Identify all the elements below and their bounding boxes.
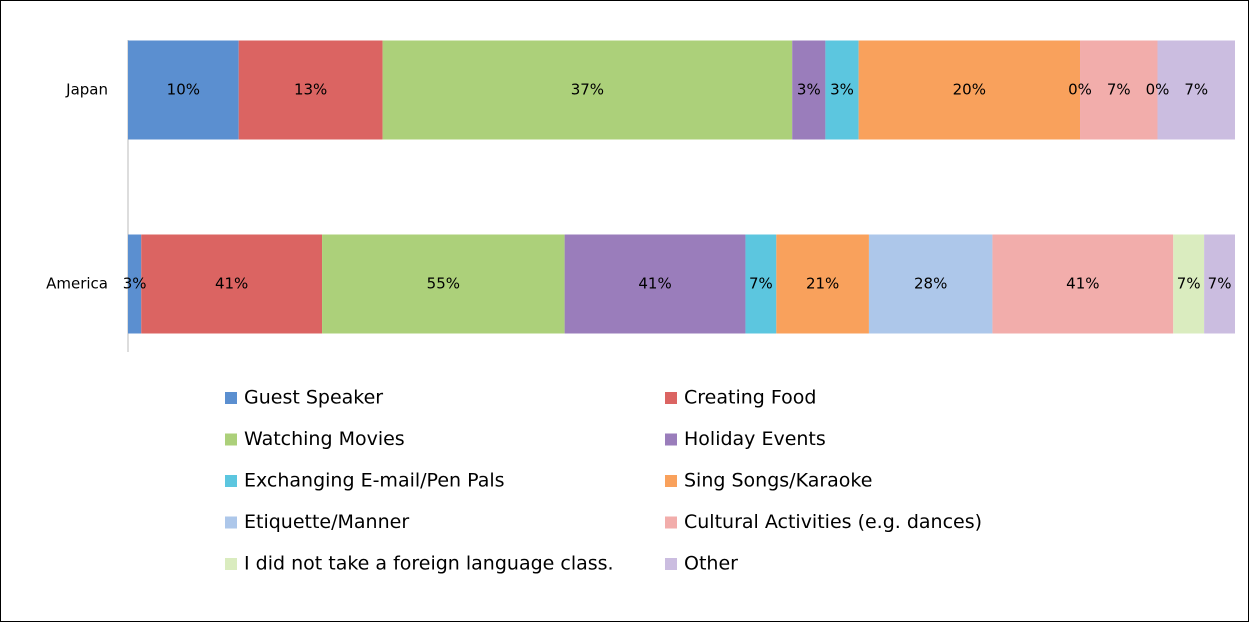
data-label: 55% [427,275,460,293]
legend-swatch [665,558,677,570]
bar-segment [745,234,777,334]
data-label: 0% [1068,81,1092,99]
legend-swatch [665,516,677,529]
legend-swatch [225,516,237,529]
bar-segment [1173,234,1205,334]
legend-label: Exchanging E-mail/Pen Pals [244,470,505,492]
y-tick-label: America [46,275,108,293]
bar-segment [564,234,746,334]
bar-segment [868,234,993,334]
data-label: 3% [830,81,854,99]
legend-label: Watching Movies [244,428,405,450]
data-label: 20% [953,81,986,99]
data-label: 37% [571,81,604,99]
bar-segment [322,234,565,334]
legend-label: Etiquette/Manner [244,511,409,533]
legend-swatch [225,392,237,404]
legend-swatch [225,475,237,487]
bar-segment [382,40,793,140]
legend-label: Cultural Activities (e.g. dances) [684,511,982,533]
data-label: 7% [1184,81,1208,99]
bar-segment [128,234,142,334]
bar-segment [141,234,323,334]
data-label: 7% [1107,81,1131,99]
bar-segment [858,40,1081,140]
data-label: 3% [123,275,147,293]
bar-segment [825,40,859,140]
legend-label: Holiday Events [684,428,826,450]
data-label: 41% [638,275,671,293]
data-label: 7% [1177,275,1201,293]
data-label: 28% [914,275,947,293]
legend-label: Other [684,553,738,575]
data-label: 13% [294,81,327,99]
legend-label: Creating Food [684,387,816,409]
bar-segment [128,40,239,140]
legend-swatch [225,558,237,570]
data-label: 21% [806,275,839,293]
bar-segment [238,40,383,140]
data-label: 41% [1066,275,1099,293]
bar-segment [1204,234,1235,334]
legend-swatch [665,392,677,404]
legend-swatch [225,433,237,446]
data-label: 41% [215,275,248,293]
legend-label: I did not take a foreign language class. [244,553,614,575]
data-label: 7% [749,275,773,293]
legend-swatch [665,433,677,446]
legend-label: Sing Songs/Karaoke [684,470,872,492]
legend-swatch [665,475,677,487]
data-label: 0% [1146,81,1170,99]
bar-segment [776,234,869,334]
y-tick-label: Japan [65,81,108,99]
data-label: 10% [167,81,200,99]
bar-segment [792,40,826,140]
bar-segment [992,234,1174,334]
bar-segment [1157,40,1235,140]
data-label: 3% [797,81,821,99]
bar-segment [1080,40,1158,140]
legend-label: Guest Speaker [244,387,383,409]
data-label: 7% [1208,275,1232,293]
